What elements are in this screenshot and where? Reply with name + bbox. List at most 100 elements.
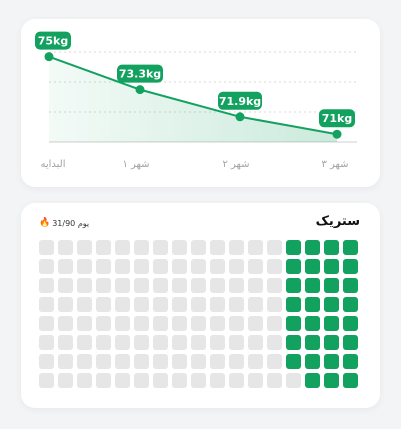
streak-day xyxy=(58,278,73,293)
streak-count: 🔥 31/90 یوم xyxy=(39,218,90,229)
streak-day xyxy=(172,316,187,331)
streak-day xyxy=(153,335,168,350)
streak-day xyxy=(77,240,92,255)
streak-day xyxy=(248,278,263,293)
streak-day-completed xyxy=(324,297,339,312)
streak-day xyxy=(210,373,225,388)
streak-day-completed xyxy=(305,297,320,312)
streak-day xyxy=(248,373,263,388)
streak-day xyxy=(191,259,206,274)
streak-day xyxy=(267,354,282,369)
streak-day xyxy=(172,240,187,255)
streak-day-completed xyxy=(324,316,339,331)
streak-day xyxy=(134,240,149,255)
streak-day xyxy=(96,373,111,388)
streak-day xyxy=(229,373,244,388)
streak-day xyxy=(172,373,187,388)
streak-day-completed xyxy=(324,259,339,274)
streak-day-completed xyxy=(324,240,339,255)
streak-day xyxy=(153,278,168,293)
streak-day-completed xyxy=(343,240,358,255)
streak-day xyxy=(39,259,54,274)
streak-count-text: 31/90 یوم xyxy=(52,219,90,228)
streak-day xyxy=(96,316,111,331)
streak-day xyxy=(229,335,244,350)
streak-day xyxy=(96,259,111,274)
streak-day xyxy=(267,297,282,312)
streak-day xyxy=(134,278,149,293)
fire-icon: 🔥 xyxy=(39,218,51,228)
streak-day-completed xyxy=(286,259,301,274)
data-label-box xyxy=(117,64,163,83)
streak-day xyxy=(172,278,187,293)
data-label-box xyxy=(218,91,262,110)
streak-day-completed xyxy=(343,373,358,388)
streak-day-completed xyxy=(286,278,301,293)
streak-day xyxy=(96,278,111,293)
streak-day xyxy=(191,335,206,350)
data-label-box xyxy=(319,109,355,128)
streak-day-completed xyxy=(343,354,358,369)
data-point xyxy=(135,85,145,95)
streak-day xyxy=(172,335,187,350)
data-label: 75kg xyxy=(38,35,69,48)
streak-day-completed xyxy=(305,335,320,350)
streak-day xyxy=(77,297,92,312)
streak-day xyxy=(267,373,282,388)
streak-day-completed xyxy=(286,335,301,350)
weight-line-chart: 75kg 73.3kg 71.9kg 71kg البدايه شهر ۱ شهر ۲ شهر… xyxy=(35,31,357,170)
streak-day xyxy=(134,316,149,331)
streak-day xyxy=(153,297,168,312)
streak-day-completed xyxy=(286,297,301,312)
streak-day xyxy=(248,316,263,331)
streak-day xyxy=(134,259,149,274)
streak-day xyxy=(115,354,130,369)
streak-day-completed xyxy=(305,278,320,293)
streak-day xyxy=(77,335,92,350)
streak-day xyxy=(58,335,73,350)
streak-day xyxy=(267,259,282,274)
streak-day xyxy=(115,335,130,350)
streak-day xyxy=(115,316,130,331)
streak-day xyxy=(115,240,130,255)
streak-day xyxy=(134,354,149,369)
streak-day xyxy=(172,354,187,369)
x-tick-label: شهر ۳ xyxy=(321,159,348,170)
x-tick-label: البدايه xyxy=(40,159,65,170)
x-tick-label: شهر ۱ xyxy=(122,159,149,170)
streak-day xyxy=(210,316,225,331)
streak-day xyxy=(210,297,225,312)
streak-day xyxy=(210,335,225,350)
streak-day xyxy=(77,259,92,274)
streak-day xyxy=(39,335,54,350)
streak-day-completed xyxy=(343,259,358,274)
streak-day-completed xyxy=(343,297,358,312)
streak-day xyxy=(58,259,73,274)
streak-day xyxy=(153,354,168,369)
streak-card: ستریک 🔥 31/90 یوم xyxy=(21,203,380,408)
streak-day xyxy=(229,297,244,312)
streak-day xyxy=(77,278,92,293)
streak-day xyxy=(39,316,54,331)
streak-day xyxy=(39,373,54,388)
streak-day xyxy=(96,297,111,312)
streak-day xyxy=(77,354,92,369)
streak-day xyxy=(153,259,168,274)
streak-day xyxy=(39,278,54,293)
streak-day-completed xyxy=(324,373,339,388)
streak-day-completed xyxy=(305,354,320,369)
streak-day xyxy=(229,354,244,369)
streak-day xyxy=(115,278,130,293)
streak-day xyxy=(77,316,92,331)
streak-day xyxy=(248,297,263,312)
streak-day xyxy=(153,316,168,331)
data-point xyxy=(44,52,54,62)
streak-day-completed xyxy=(286,316,301,331)
series-line xyxy=(48,55,338,136)
streak-day xyxy=(153,240,168,255)
streak-day xyxy=(172,259,187,274)
data-label: 71.9kg xyxy=(219,95,261,108)
streak-day xyxy=(134,335,149,350)
streak-day-completed xyxy=(305,240,320,255)
streak-day xyxy=(210,259,225,274)
